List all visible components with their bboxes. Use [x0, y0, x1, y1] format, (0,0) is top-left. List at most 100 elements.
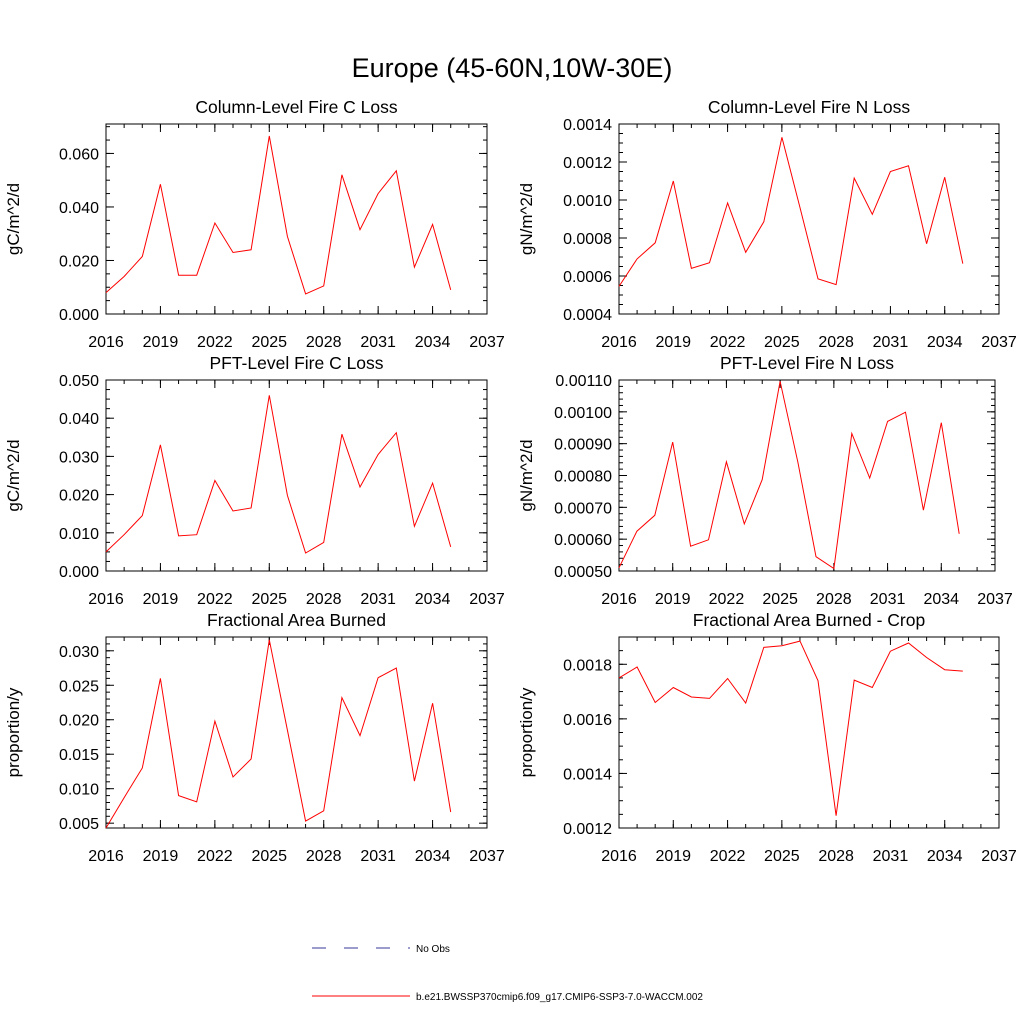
- y-tick-label: 0.015: [59, 747, 99, 764]
- x-tick-label: 2037: [981, 334, 1017, 351]
- x-tick-label: 2019: [143, 848, 179, 865]
- chart-panel-3: 2016 2019 2022 2025 2028 2031 2034 2037 0.000 0.0…: [4, 353, 505, 608]
- x-tick-label: 2031: [873, 848, 909, 865]
- y-tick-label: 0.010: [59, 782, 99, 799]
- chart-panels: 2016 2019 2022 2025 2028 2031 2034 2037 0.000 0.0…: [4, 97, 1017, 865]
- x-tick-label: 2034: [415, 848, 451, 865]
- x-tick-label: 2025: [762, 591, 798, 608]
- panel-title: PFT-Level Fire N Loss: [720, 353, 894, 373]
- plot-frame: [105, 379, 488, 572]
- x-tick-label: 2028: [306, 591, 342, 608]
- series-line: [105, 135, 452, 295]
- y-tick-label: 0.000: [59, 307, 99, 324]
- panel-title: PFT-Level Fire C Loss: [209, 353, 383, 373]
- x-tick-label: 2031: [360, 591, 396, 608]
- legend: No Obs b.e21.BWSSP370cmip6.f09_g17.CMIP6…: [312, 944, 703, 1003]
- x-tick-label: 2037: [977, 591, 1013, 608]
- x-tick-label: 2031: [360, 848, 396, 865]
- x-tick-label: 2016: [601, 848, 637, 865]
- panel-title: Column-Level Fire N Loss: [708, 97, 911, 117]
- x-tick-label: 2016: [88, 848, 124, 865]
- y-tick-label: 0.00050: [554, 564, 612, 581]
- x-tick-label: 2034: [927, 848, 963, 865]
- figure-title: Europe (45-60N,10W-30E): [352, 53, 673, 83]
- legend-label-model: b.e21.BWSSP370cmip6.f09_g17.CMIP6-SSP3-7…: [416, 992, 703, 1003]
- y-tick-label: 0.010: [59, 526, 99, 543]
- chart-panel-1: 2016 2019 2022 2025 2028 2031 2034 2037 0.000 0.0…: [4, 97, 505, 351]
- x-tick-label: 2016: [601, 591, 637, 608]
- x-tick-label: 2037: [469, 334, 505, 351]
- plot-frame: [618, 636, 1000, 829]
- y-axis-label: proportion/y: [517, 687, 536, 777]
- y-tick-label: 0.025: [59, 678, 99, 695]
- x-tick-label: 2022: [709, 591, 745, 608]
- y-tick-label: 0.020: [59, 488, 99, 505]
- x-tick-label: 2028: [306, 848, 342, 865]
- y-tick-label: 0.0006: [563, 269, 612, 286]
- x-tick-label: 2022: [710, 334, 746, 351]
- x-tick-label: 2031: [873, 334, 909, 351]
- x-tick-label: 2037: [469, 848, 505, 865]
- x-tick-label: 2025: [251, 591, 287, 608]
- chart-panel-4: 2016 2019 2022 2025 2028 2031 2034 2037 0.00050 0…: [517, 353, 1013, 608]
- y-tick-label: 0.00080: [554, 469, 612, 486]
- plot-frame: [618, 379, 996, 572]
- x-tick-label: 2025: [764, 848, 800, 865]
- x-tick-label: 2025: [764, 334, 800, 351]
- x-tick-label: 2031: [360, 334, 396, 351]
- x-tick-label: 2019: [143, 591, 179, 608]
- x-tick-label: 2028: [306, 334, 342, 351]
- y-tick-label: 0.0014: [563, 766, 612, 783]
- x-tick-label: 2016: [601, 334, 637, 351]
- plot-frame: [105, 636, 488, 829]
- x-tick-label: 2019: [655, 591, 691, 608]
- x-tick-label: 2019: [143, 334, 179, 351]
- y-tick-label: 0.0010: [563, 193, 612, 210]
- x-tick-label: 2022: [197, 848, 233, 865]
- chart-panel-2: 2016 2019 2022 2025 2028 2031 2034 2037 0.0004 0.…: [517, 97, 1017, 351]
- x-tick-label: 2019: [655, 848, 691, 865]
- y-tick-label: 0.0012: [563, 821, 612, 838]
- y-axis-label: gC/m^2/d: [4, 183, 23, 255]
- plot-frame: [105, 123, 488, 315]
- y-tick-label: 0.040: [59, 200, 99, 217]
- y-axis-label: gN/m^2/d: [517, 439, 536, 511]
- y-tick-label: 0.020: [59, 253, 99, 270]
- x-tick-label: 2028: [816, 591, 852, 608]
- x-tick-label: 2016: [88, 591, 124, 608]
- chart-panel-5: 2016 2019 2022 2025 2028 2031 2034 2037 0.005 0.0…: [4, 610, 505, 865]
- x-tick-label: 2016: [88, 334, 124, 351]
- y-tick-label: 0.050: [59, 373, 99, 390]
- y-tick-label: 0.00100: [554, 405, 612, 422]
- y-tick-label: 0.030: [59, 449, 99, 466]
- y-tick-label: 0.0012: [563, 155, 612, 172]
- series-line: [105, 395, 452, 554]
- y-tick-label: 0.00090: [554, 437, 612, 454]
- series-line: [618, 381, 960, 570]
- y-tick-label: 0.0016: [563, 712, 612, 729]
- series-line: [618, 137, 964, 287]
- x-tick-label: 2034: [927, 334, 963, 351]
- x-tick-label: 2037: [981, 848, 1017, 865]
- y-tick-label: 0.0004: [563, 307, 612, 324]
- y-axis-label: proportion/y: [4, 687, 23, 777]
- legend-label-no-obs: No Obs: [416, 944, 450, 955]
- series-line: [105, 639, 452, 829]
- x-tick-label: 2028: [818, 848, 854, 865]
- plot-frame: [618, 123, 1000, 315]
- y-tick-label: 0.000: [59, 564, 99, 581]
- y-tick-label: 0.060: [59, 146, 99, 163]
- y-axis-label: gN/m^2/d: [517, 183, 536, 255]
- x-tick-label: 2022: [197, 334, 233, 351]
- panel-title: Fractional Area Burned: [207, 610, 386, 630]
- x-tick-label: 2022: [710, 848, 746, 865]
- x-tick-label: 2025: [251, 334, 287, 351]
- series-line: [618, 640, 963, 816]
- x-tick-label: 2025: [251, 848, 287, 865]
- chart-panel-6: 2016 2019 2022 2025 2028 2031 2034 2037 0.0012 0.…: [517, 610, 1017, 865]
- y-tick-label: 0.0008: [563, 231, 612, 248]
- y-tick-label: 0.040: [59, 411, 99, 428]
- y-axis-label: gC/m^2/d: [4, 439, 23, 511]
- x-tick-label: 2022: [197, 591, 233, 608]
